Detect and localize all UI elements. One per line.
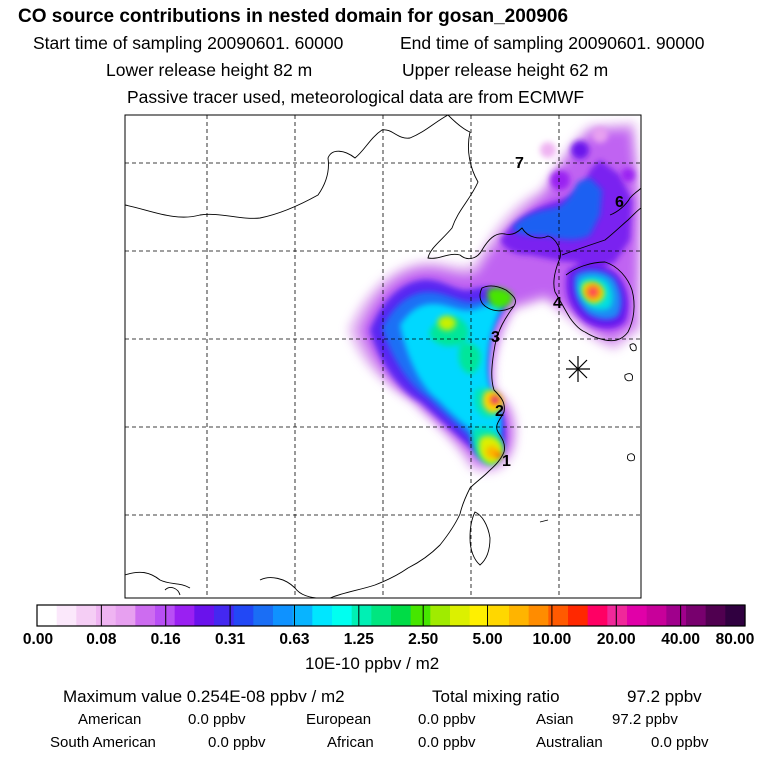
colorbar-cell (450, 605, 471, 626)
concentration-field (348, 122, 641, 473)
source-name-african: African (327, 734, 374, 751)
colorbar-cell (115, 605, 136, 626)
colorbar-cell (174, 605, 195, 626)
colorbar-cell (332, 605, 353, 626)
colorbar-cell (607, 605, 628, 626)
colorbar-cell (666, 605, 687, 626)
colorbar-cell (646, 605, 667, 626)
region-label-1: 1 (502, 453, 511, 470)
colorbar-cell (469, 605, 490, 626)
colorbar-cell (135, 605, 156, 626)
upper-release-label: Upper release height 62 m (402, 60, 609, 80)
colorbar-tick-label: 0.16 (150, 631, 181, 648)
colorbar-tick-label: 0.63 (279, 631, 310, 648)
source-name-australian: Australian (536, 734, 603, 751)
graticule (125, 115, 641, 598)
colorbar-cell (96, 605, 117, 626)
colorbar-cell (371, 605, 392, 626)
region-label-4: 4 (553, 295, 562, 312)
colorbar-cell (273, 605, 294, 626)
region-label-3: 3 (491, 329, 500, 346)
colorbar-tick-label: 40.00 (661, 631, 701, 648)
figure-title: CO source contributions in nested domain… (18, 6, 569, 27)
tracer-note: Passive tracer used, meteorological data… (127, 87, 585, 107)
colorbar-cell (509, 605, 530, 626)
total-mixing-ratio-label: Total mixing ratio (432, 687, 560, 706)
colorbar-tick-label: 0.00 (22, 631, 54, 648)
end-time-label: End time of sampling 20090601. 90000 (400, 33, 705, 53)
colorbar-cell (155, 605, 176, 626)
maximum-value: Maximum value 0.254E-08 ppbv / m2 (63, 687, 345, 706)
colorbar-cell (37, 605, 58, 626)
colorbar-cell (686, 605, 707, 626)
source-value-australian: 0.0 ppbv (651, 734, 709, 751)
colorbar-tick-label: 0.31 (214, 631, 246, 648)
region-label-7: 7 (515, 155, 524, 172)
colorbar-cell (410, 605, 431, 626)
colorbar-cell (705, 605, 726, 626)
colorbar-cell (253, 605, 274, 626)
colorbar-cell (194, 605, 215, 626)
colorbar-tick-label: 1.25 (343, 631, 374, 648)
colorbar-cell (489, 605, 510, 626)
source-value-asian: 97.2 ppbv (612, 711, 678, 728)
source-value-african: 0.0 ppbv (418, 734, 476, 751)
source-name-south-american: South American (50, 734, 156, 751)
source-value-european: 0.0 ppbv (418, 711, 476, 728)
colorbar-cell (725, 605, 746, 626)
colorbar-tick-label: 10.00 (532, 631, 572, 648)
region-label-6: 6 (615, 194, 624, 211)
colorbar-cell (587, 605, 608, 626)
colorbar-cell (76, 605, 97, 626)
colorbar-tick-label: 80.00 (715, 631, 755, 648)
region-label-2: 2 (495, 403, 504, 420)
colorbar-tick-label: 5.00 (472, 631, 503, 648)
colorbar-cell (56, 605, 77, 626)
colorbar-cell (568, 605, 589, 626)
source-value-american: 0.0 ppbv (188, 711, 246, 728)
lower-release-label: Lower release height 82 m (106, 60, 313, 80)
start-time-label: Start time of sampling 20090601. 60000 (33, 33, 344, 53)
colorbar-cell (391, 605, 412, 626)
total-mixing-ratio-value: 97.2 ppbv (627, 687, 702, 706)
colorbar-frame (36, 604, 746, 627)
colorbar-cell (627, 605, 648, 626)
colorbar-cell (430, 605, 451, 626)
source-value-south-american: 0.0 ppbv (208, 734, 266, 751)
source-name-european: European (306, 711, 372, 728)
colorbar-cell (292, 605, 313, 626)
colorbar-cell (528, 605, 549, 626)
colorbar-cell (351, 605, 372, 626)
colorbar-cell (548, 605, 569, 626)
map-frame (124, 114, 642, 599)
colorbar-unit-label: 10E-10 ppbv / m2 (305, 654, 440, 673)
source-name-american: American (78, 711, 142, 728)
colorbar-cell (312, 605, 333, 626)
colorbar-tick-label: 0.08 (86, 631, 117, 648)
colorbar-cell (214, 605, 235, 626)
colorbar-tick-label: 20.00 (596, 631, 636, 648)
colorbar-cell (233, 605, 254, 626)
colorbar-tick-label: 2.50 (408, 631, 439, 648)
receptor-station-icon (566, 356, 590, 382)
source-name-asian: Asian (536, 711, 574, 728)
